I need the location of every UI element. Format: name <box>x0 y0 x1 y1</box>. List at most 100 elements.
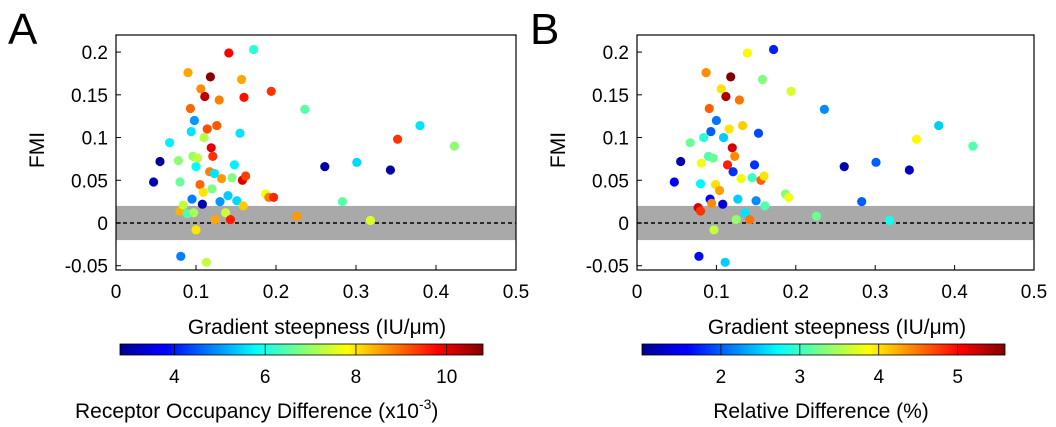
y-tick-label: 0.1 <box>82 129 108 150</box>
data-point <box>183 68 193 78</box>
data-point <box>711 115 722 126</box>
x-tick-label: 0.4 <box>423 282 450 303</box>
panel-a-colorbar-label: Receptor Occupancy Difference (x10-3) <box>75 396 438 423</box>
data-point <box>740 208 750 218</box>
data-point <box>726 72 736 82</box>
data-point <box>968 141 978 151</box>
colorbar-tick-label: 8 <box>351 367 362 388</box>
x-tick-label: 0.1 <box>183 282 209 303</box>
x-tick-label: 0.4 <box>941 282 968 303</box>
data-point <box>320 162 330 172</box>
data-point <box>217 173 227 184</box>
data-point <box>738 120 748 131</box>
data-point <box>753 128 764 138</box>
data-point <box>676 156 686 167</box>
data-point <box>415 120 425 131</box>
data-point <box>714 185 725 196</box>
data-point <box>224 48 234 58</box>
data-point <box>155 156 165 167</box>
data-point <box>208 151 218 161</box>
data-point <box>221 208 231 218</box>
panel-b-colorbar <box>641 343 1006 356</box>
data-point <box>721 91 731 102</box>
data-point <box>189 208 199 218</box>
y-tick-label: 0.05 <box>592 171 629 192</box>
panel-a-frame <box>115 34 517 271</box>
data-point <box>708 153 718 163</box>
data-point <box>149 177 159 187</box>
data-point <box>365 215 375 226</box>
data-point <box>191 225 201 235</box>
panel-a-xticks: 0 0.1 0.2 0.3 0.4 0.5 <box>111 265 529 303</box>
data-point <box>292 211 302 221</box>
colorbar-tick-label: 5 <box>952 367 963 388</box>
data-point <box>904 165 914 175</box>
data-point <box>215 197 225 207</box>
data-point <box>685 138 695 148</box>
data-point <box>742 48 752 58</box>
data-point <box>199 132 209 143</box>
panel-b-ylabel: FMI <box>547 132 570 168</box>
x-tick-label: 0.3 <box>343 282 369 303</box>
data-point <box>269 192 279 202</box>
panel-b-colorbar-label: Relative Difference (%) <box>713 400 929 423</box>
x-tick-label: 0.5 <box>503 282 529 303</box>
data-point <box>707 198 717 208</box>
data-point <box>186 126 196 137</box>
data-point <box>701 68 711 78</box>
panel-a-points <box>149 44 459 267</box>
panel-a-xlabel: Gradient steepness (IU/μm) <box>188 316 446 339</box>
y-tick-label: 0.2 <box>603 43 629 64</box>
data-point <box>720 257 730 267</box>
data-point <box>760 201 770 211</box>
data-point <box>734 95 745 105</box>
data-point <box>730 151 740 161</box>
colorbar-tick-label: 4 <box>873 367 884 388</box>
data-point <box>241 171 251 181</box>
y-tick-label: 0 <box>618 214 629 235</box>
data-point <box>768 44 779 55</box>
data-point <box>669 177 679 187</box>
panel-label-a: A <box>8 5 38 54</box>
data-point <box>733 194 743 204</box>
colorbar-a-label-close: ) <box>431 400 438 423</box>
data-point <box>911 134 922 144</box>
data-point <box>238 201 248 211</box>
data-point <box>165 138 175 148</box>
data-point <box>200 91 210 102</box>
panel-a-colorbar-ticks: 4 6 8 10 <box>169 344 457 388</box>
data-point <box>212 120 222 131</box>
colorbar-a-label-main: Receptor Occupancy Difference (x10 <box>75 400 419 423</box>
panel-b-xlabel: Gradient steepness (IU/μm) <box>708 316 966 339</box>
data-point <box>695 206 706 216</box>
data-point <box>757 74 768 85</box>
data-point <box>196 84 206 94</box>
x-tick-label: 0 <box>111 282 122 303</box>
data-point <box>185 103 195 114</box>
data-point <box>716 84 726 94</box>
data-point <box>784 192 794 202</box>
data-point <box>449 141 459 151</box>
panel-b-yticks: -0.05 0 0.05 0.1 0.15 0.2 <box>586 43 642 278</box>
y-tick-label: -0.05 <box>65 257 108 278</box>
y-tick-label: 0.15 <box>71 86 108 107</box>
data-point <box>811 211 822 221</box>
data-point <box>193 153 203 163</box>
data-point <box>857 197 867 207</box>
data-point <box>786 86 796 96</box>
panel-a: A 0 0.1 0.2 0.3 0.4 0.5 -0.0500.050.10.150.2 … <box>8 5 529 423</box>
data-point <box>695 179 706 189</box>
x-tick-label: 0.1 <box>703 282 729 303</box>
data-point <box>207 184 217 194</box>
data-point <box>232 196 242 206</box>
data-point <box>191 162 201 172</box>
data-point <box>759 171 769 181</box>
panel-a-yticks: -0.05 0 0.05 0.1 0.15 0.2 <box>65 43 121 278</box>
data-point <box>751 196 761 206</box>
data-point <box>202 124 212 134</box>
panel-b: B 0 0.1 0.2 0.3 0.4 0.5 -0.0500.050.10.150.2 … <box>530 5 1047 423</box>
data-point <box>239 92 249 102</box>
y-tick-label: 0 <box>97 214 108 235</box>
panel-b-frame <box>636 34 1035 271</box>
